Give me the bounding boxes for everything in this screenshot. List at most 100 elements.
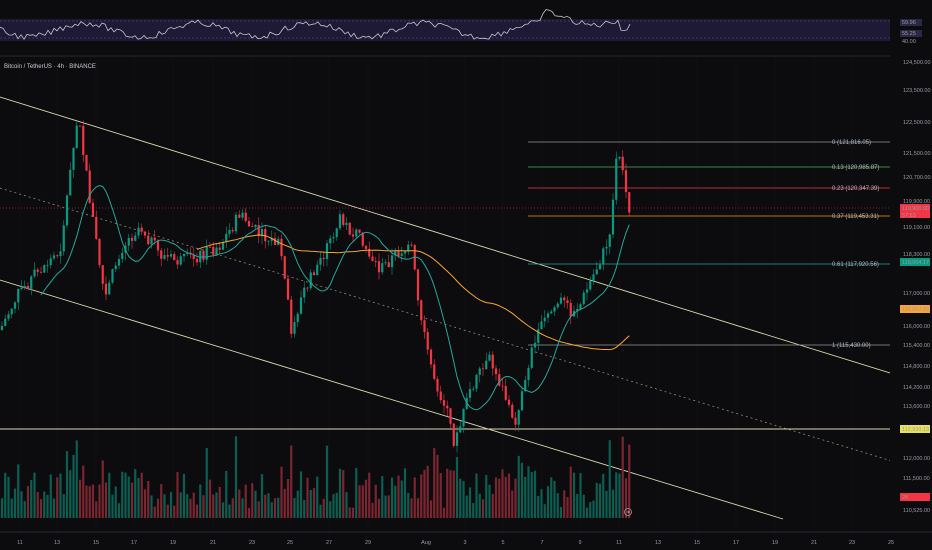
volume-badge-text: 2K xyxy=(902,495,909,501)
volume-bar xyxy=(199,484,202,518)
candle-body xyxy=(111,269,114,283)
candle-body xyxy=(251,226,254,228)
fib-label: 0.37 (119,453.31) xyxy=(832,214,879,220)
candle-body xyxy=(569,302,572,317)
candle-body xyxy=(244,212,247,222)
volume-bar xyxy=(130,482,134,518)
candle-body xyxy=(348,222,351,235)
candle-body xyxy=(468,389,472,398)
volume-bar xyxy=(595,482,598,518)
volume-bar xyxy=(85,485,88,518)
candle-body xyxy=(514,417,517,425)
volume-bar xyxy=(608,440,611,518)
volume-bar xyxy=(397,475,400,518)
candle-body xyxy=(550,311,553,314)
ma-fast-badge-text: 118,004.17 xyxy=(902,260,929,266)
volume-bar xyxy=(348,507,351,518)
volume-bar xyxy=(36,491,39,518)
price-tick: 123,500.00 xyxy=(903,88,931,94)
volume-bar xyxy=(264,494,267,518)
candle-body xyxy=(212,246,215,255)
candle-body xyxy=(615,158,618,200)
volume-bar xyxy=(0,498,4,518)
candle-body xyxy=(475,374,478,389)
ma-slow-line xyxy=(196,234,630,351)
price-axis[interactable]: 124,500.00 123,500.00 122,500.00 121,500.00… xyxy=(890,0,932,550)
volume-bar xyxy=(611,489,615,518)
volume-bar xyxy=(111,494,114,518)
volume-bar xyxy=(312,488,316,518)
fibonacci-levels[interactable]: 0 (121,816.05) 0.13 (120,985.87) 0.23 (120… xyxy=(528,140,890,349)
volume-bar xyxy=(413,477,416,518)
candle-body xyxy=(319,258,322,265)
volume-bar xyxy=(621,436,624,518)
candle-body xyxy=(312,272,316,276)
candle-body xyxy=(78,125,82,127)
volume-bar xyxy=(20,491,23,518)
candle-body xyxy=(101,265,104,284)
candle-body xyxy=(241,212,244,218)
candle-body xyxy=(293,322,296,334)
volume-bar xyxy=(371,502,374,518)
volume-bar xyxy=(316,476,319,518)
replay-icon[interactable] xyxy=(624,508,632,516)
volume-bar xyxy=(524,476,527,518)
volume-bar xyxy=(173,505,176,518)
volume-bar xyxy=(114,486,117,518)
volume-bar xyxy=(4,472,7,518)
candle-body xyxy=(82,125,85,155)
candle-body xyxy=(231,230,234,232)
price-tick: 111,500.00 xyxy=(903,476,930,482)
time-axis[interactable]: 11 13 15 17 19 21 23 25 27 29 Aug 3 5 7 9 11 13 15 17 19 21 2… xyxy=(0,531,932,550)
volume-bar xyxy=(286,479,290,518)
candle-body xyxy=(88,170,91,203)
volume-bar xyxy=(221,502,225,518)
candle-body xyxy=(420,300,423,321)
candle-body xyxy=(608,234,611,247)
time-tick: 19 xyxy=(170,540,176,546)
volume-bar xyxy=(309,489,312,518)
candle-body xyxy=(163,255,166,259)
candle-body xyxy=(247,221,251,227)
candle-body xyxy=(290,299,293,334)
candle-body xyxy=(108,282,111,295)
time-tick: 29 xyxy=(365,540,371,546)
candle-body xyxy=(137,227,140,236)
volume-bar xyxy=(361,485,364,518)
candle-body xyxy=(10,308,13,315)
price-tick: 120,700.00 xyxy=(903,175,931,181)
candle-body xyxy=(283,256,286,279)
volume-bar xyxy=(475,473,478,518)
time-tick: 17 xyxy=(733,540,739,546)
volume-bar xyxy=(624,478,628,518)
volume-bar xyxy=(514,478,517,518)
volume-bar xyxy=(7,476,10,518)
chart-title: Bitcoin / TetherUS · 4h · BINANCE xyxy=(4,64,96,70)
volume-bar xyxy=(127,476,130,518)
candle-body xyxy=(299,297,303,314)
candle-body xyxy=(208,246,212,248)
volume-bar xyxy=(582,494,585,518)
candle-body xyxy=(436,378,439,392)
candle-body xyxy=(195,258,199,263)
volume-bar xyxy=(43,491,46,518)
candle-body xyxy=(364,245,368,249)
candle-body xyxy=(472,388,475,390)
time-tick: 23 xyxy=(849,540,855,546)
candle-body xyxy=(199,250,202,263)
candle-body xyxy=(273,238,277,246)
rsi-axis: 59.96 55.25 40.00 xyxy=(900,19,922,45)
volume-bar xyxy=(381,476,384,518)
volume-bar xyxy=(59,473,62,518)
volume-bar xyxy=(517,455,520,518)
volume-bar xyxy=(69,470,72,518)
volume-bar xyxy=(426,465,429,518)
candle-body xyxy=(533,342,537,348)
candle-body xyxy=(543,317,546,322)
volume-bar xyxy=(416,498,420,518)
volume-bar xyxy=(449,470,452,518)
candle-body xyxy=(524,380,527,392)
candle-body xyxy=(127,237,130,246)
candle-body xyxy=(30,276,33,289)
